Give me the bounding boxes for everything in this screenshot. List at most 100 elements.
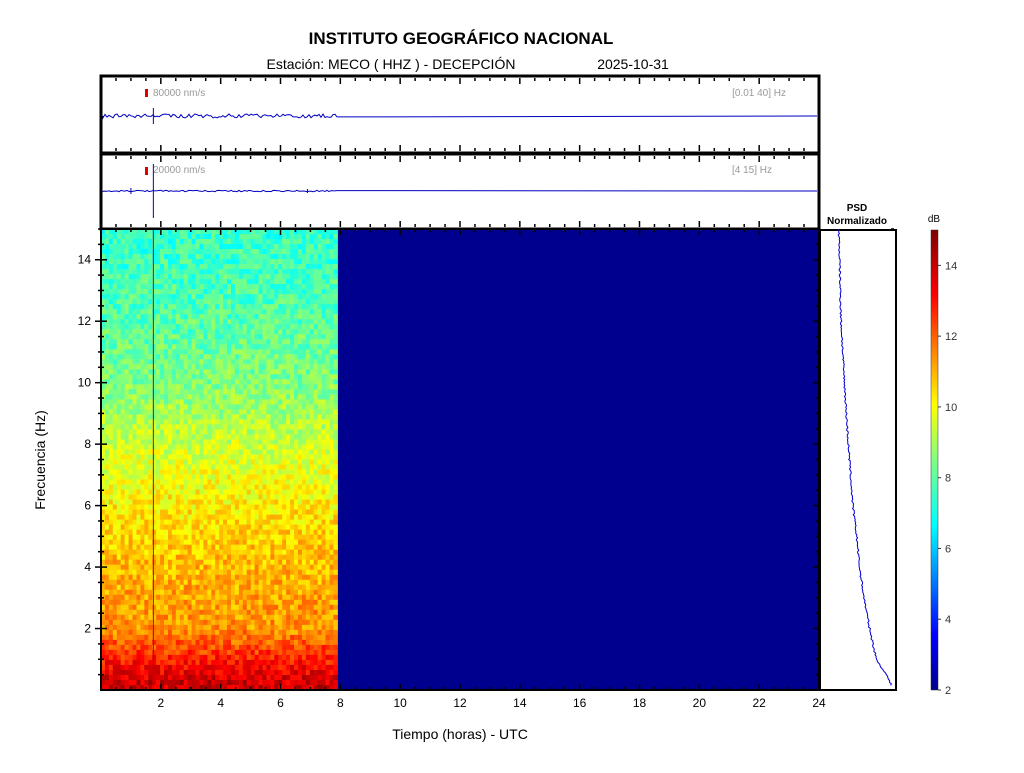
spectrogram-cell	[286, 535, 291, 541]
spectrogram-cell	[211, 560, 216, 566]
spectrogram-cell	[129, 500, 134, 506]
spectrogram-cell	[140, 455, 145, 461]
spectrogram-cell	[259, 640, 264, 646]
spectrogram-cell	[263, 394, 268, 400]
spectrogram-cell	[196, 625, 201, 631]
spectrogram-cell	[160, 615, 165, 621]
spectrogram-cell	[243, 440, 248, 446]
spectrogram-cell	[140, 324, 145, 330]
spectrogram-cell	[322, 374, 327, 380]
spectrogram-cell	[192, 319, 197, 325]
spectrogram-cell	[164, 434, 169, 440]
spectrogram-cell	[192, 359, 197, 365]
spectrogram-cell	[263, 329, 268, 335]
spectrogram-cell	[196, 349, 201, 355]
spectrogram-cell	[129, 319, 134, 325]
spectrogram-cell	[156, 269, 161, 275]
spectrogram-cell	[294, 495, 299, 501]
spectrogram-cell	[219, 374, 224, 380]
spectrogram-cell	[207, 635, 212, 641]
spectrogram-cell	[318, 540, 323, 546]
spectrogram-cell	[239, 264, 244, 270]
spectrogram-cell	[129, 354, 134, 360]
spectrogram-cell	[294, 404, 299, 410]
spectrogram-cell	[302, 299, 307, 305]
spectrogram-cell	[282, 284, 287, 290]
spectrogram-cell	[125, 284, 130, 290]
spectrogram-cell	[326, 610, 331, 616]
date-label: 2025-10-31	[597, 56, 669, 72]
spectrogram-cell	[302, 279, 307, 285]
spectrogram-cell	[200, 339, 205, 345]
spectrogram-cell	[196, 309, 201, 315]
spectrogram-cell	[188, 359, 193, 365]
spectrogram-cell	[286, 424, 291, 430]
spectrogram-cell	[188, 460, 193, 466]
spectrogram-cell	[188, 244, 193, 250]
spectrogram-cell	[121, 500, 126, 506]
spectrogram-cell	[274, 455, 279, 461]
spectrogram-cell	[330, 289, 335, 295]
spectrogram-cell	[306, 515, 311, 521]
spectrogram-cell	[286, 344, 291, 350]
spectrogram-cell	[113, 234, 118, 240]
spectrogram-cell	[306, 289, 311, 295]
spectrogram-cell	[310, 595, 315, 601]
spectrogram-cell	[207, 434, 212, 440]
spectrogram-cell	[148, 249, 153, 255]
spectrogram-cell	[247, 259, 252, 265]
spectrogram-cell	[176, 490, 181, 496]
spectrogram-cell	[188, 490, 193, 496]
spectrogram-cell	[314, 635, 319, 641]
spectrogram-cell	[133, 455, 138, 461]
spectrogram-cell	[274, 279, 279, 285]
spectrogram-cell	[215, 490, 220, 496]
spectrogram-cell	[207, 379, 212, 385]
spectrogram-cell	[203, 455, 208, 461]
spectrogram-cell	[121, 269, 126, 275]
spectrogram-cell	[105, 359, 110, 365]
spectrogram-cell	[188, 545, 193, 551]
spectrogram-cell	[251, 515, 256, 521]
spectrogram-cell	[200, 525, 205, 531]
spectrogram-cell	[200, 460, 205, 466]
spectrogram-cell	[113, 460, 118, 466]
spectrogram-cell	[129, 374, 134, 380]
spectrogram-cell	[310, 455, 315, 461]
spectrogram-cell	[251, 550, 256, 556]
spectrogram-cell	[109, 585, 114, 591]
spectrogram-cell	[278, 304, 283, 310]
spectrogram-cell	[251, 620, 256, 626]
spectrogram-cell	[282, 565, 287, 571]
spectrogram-cell	[156, 429, 161, 435]
spectrogram-cell	[121, 530, 126, 536]
spectrogram-cell	[314, 304, 319, 310]
spectrogram-cell	[274, 605, 279, 611]
spectrogram-cell	[105, 319, 110, 325]
spectrogram-cell	[278, 289, 283, 295]
spectrogram-cell	[121, 344, 126, 350]
spectrogram-cell	[227, 424, 232, 430]
spectrogram-cell	[286, 560, 291, 566]
spectrogram-cell	[223, 560, 228, 566]
spectrogram-cell	[140, 299, 145, 305]
spectrogram-cell	[223, 344, 228, 350]
spectrogram-cell	[140, 630, 145, 636]
spectrogram-cell	[168, 324, 173, 330]
spectrogram-cell	[200, 540, 205, 546]
spectrogram-cell	[113, 344, 118, 350]
spectrogram-cell	[255, 620, 260, 626]
spectrogram-cell	[184, 610, 189, 616]
spectrogram-cell	[231, 249, 236, 255]
spectrogram-cell	[164, 580, 169, 586]
spectrogram-cell	[207, 610, 212, 616]
spectrogram-cell	[318, 565, 323, 571]
spectrogram-cell	[188, 409, 193, 415]
spectrogram-cell	[200, 570, 205, 576]
spectrogram-cell	[196, 304, 201, 310]
spectrogram-cell	[144, 304, 149, 310]
spectrogram-cell	[223, 259, 228, 265]
spectrogram-cell	[144, 490, 149, 496]
spectrogram-cell	[156, 304, 161, 310]
spectrogram-cell	[200, 319, 205, 325]
